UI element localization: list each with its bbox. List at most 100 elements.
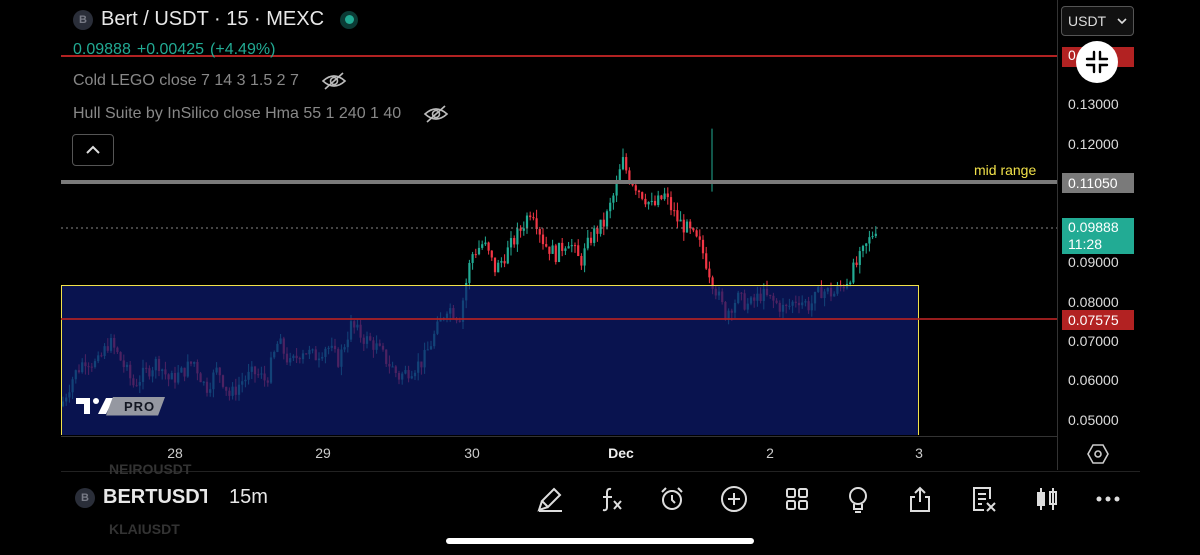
candle-body [593, 228, 596, 243]
ghost-symbol-below: KLAIUSDT [109, 521, 180, 537]
range-box[interactable] [61, 285, 919, 435]
chevron-down-icon [1117, 18, 1127, 25]
mid-range-label: mid range [974, 162, 1037, 178]
current-price-label: 0.09888 11:28 [1062, 218, 1134, 254]
chart-settings-button[interactable] [1086, 442, 1110, 466]
watchlist-icon [973, 487, 996, 512]
candle-body [641, 192, 644, 199]
mid-range-line[interactable] [61, 180, 1057, 184]
settings-hexagon-icon [1087, 444, 1109, 464]
time-axis[interactable]: 28 29 30 Dec 2 3 [61, 436, 1057, 471]
share-icon [910, 486, 930, 512]
candle-body [471, 254, 474, 263]
coin-logo-icon: B [75, 487, 95, 508]
more-icon [1096, 496, 1120, 502]
fx-icon [602, 487, 622, 512]
symbol-selector[interactable]: B BERTUSDT 15m [75, 486, 268, 509]
chevron-up-icon [86, 145, 100, 154]
exit-fullscreen-button[interactable] [1076, 41, 1118, 83]
watchlist-button[interactable] [967, 482, 1001, 516]
candle-body [695, 230, 698, 237]
plus-circle-icon [721, 486, 747, 512]
candle-body [564, 248, 567, 251]
brush-icon [537, 487, 562, 512]
alerts-button[interactable] [655, 482, 689, 516]
candle-body [487, 242, 490, 251]
price-change-row: 0.09888 +0.00425 (+4.49%) [73, 41, 281, 59]
candle-body [503, 261, 506, 264]
chart-type-button[interactable] [1030, 482, 1064, 516]
candle-body [689, 221, 692, 229]
candle-body [573, 245, 577, 247]
lightbulb-icon [849, 487, 867, 513]
symbol-name[interactable]: BERTUSDT [103, 486, 207, 508]
candle-body [679, 219, 682, 222]
candle-body [525, 215, 529, 229]
current-price-value: 0.09888 [1068, 219, 1119, 235]
share-button[interactable] [903, 482, 937, 516]
candle-body [484, 242, 487, 245]
eye-hidden-icon[interactable] [321, 71, 347, 91]
eye-hidden-icon[interactable] [423, 104, 449, 124]
candle-body [637, 190, 641, 193]
candle-body [541, 234, 545, 245]
interval-selector[interactable]: 15m [229, 486, 268, 508]
candle-body [519, 228, 522, 231]
candle-body [493, 257, 497, 273]
indicator-row-cold-lego[interactable]: Cold LEGO close 7 14 3 1.5 2 7 [73, 71, 347, 91]
more-options-button[interactable] [1091, 482, 1125, 516]
candle-body [596, 228, 599, 234]
candle-body [701, 239, 705, 254]
ideas-button[interactable] [841, 482, 875, 516]
candle-body [855, 262, 858, 265]
candle-body [605, 211, 609, 227]
collapse-legend-button[interactable] [72, 134, 114, 166]
indicator-label[interactable]: Cold LEGO close 7 14 3 1.5 2 7 [73, 72, 299, 89]
candle-body [532, 217, 535, 219]
price-change-pct: (+4.49%) [210, 41, 276, 58]
home-indicator[interactable] [446, 538, 754, 544]
layouts-button[interactable] [780, 482, 814, 516]
candle-body [599, 219, 602, 234]
indicator-label[interactable]: Hull Suite by InSilico close Hma 55 1 24… [73, 105, 402, 122]
candle-body [516, 228, 519, 245]
add-button[interactable] [717, 482, 751, 516]
candle-body [852, 262, 855, 283]
candle-body [522, 228, 525, 231]
grid-icon [786, 488, 808, 510]
time-tick: 28 [167, 445, 183, 461]
candle-body [612, 195, 615, 203]
tradingview-pro-watermark: PRO [76, 396, 166, 416]
candle-body [589, 237, 593, 243]
indicators-button[interactable] [594, 482, 628, 516]
mid-range-price-label: 0.11050 [1062, 173, 1134, 193]
candle-body [570, 245, 573, 247]
candle-body [628, 170, 631, 183]
candle-body [682, 219, 685, 233]
candle-body [660, 195, 663, 200]
candle-body [554, 245, 557, 262]
currency-select[interactable]: USDT [1061, 6, 1134, 36]
support-price-label: 0.07575 [1062, 310, 1134, 330]
tradingview-logo-icon [76, 398, 114, 414]
candle-body [474, 254, 477, 256]
candle-body [663, 193, 666, 200]
candle-body [650, 200, 653, 202]
candle-body [500, 261, 503, 263]
candle-body [602, 219, 605, 227]
candle-body [625, 157, 628, 171]
drawing-tools-button[interactable] [533, 482, 567, 516]
market-open-icon [340, 10, 359, 29]
candle-body [868, 237, 871, 244]
candle-body [481, 244, 484, 248]
candles-icon [1037, 488, 1057, 510]
candle-body [708, 268, 711, 278]
candle-body [618, 169, 621, 183]
symbol-title-row[interactable]: B Bert / USDT · 15 · MEXC [73, 8, 359, 31]
indicator-row-hull-suite[interactable]: Hull Suite by InSilico close Hma 55 1 24… [73, 104, 449, 124]
candle-body [849, 282, 852, 285]
candle-body [609, 202, 612, 212]
top-red-line[interactable] [61, 55, 1057, 57]
support-line[interactable] [61, 318, 1057, 320]
symbol-title[interactable]: Bert / USDT · 15 · MEXC [101, 8, 325, 30]
